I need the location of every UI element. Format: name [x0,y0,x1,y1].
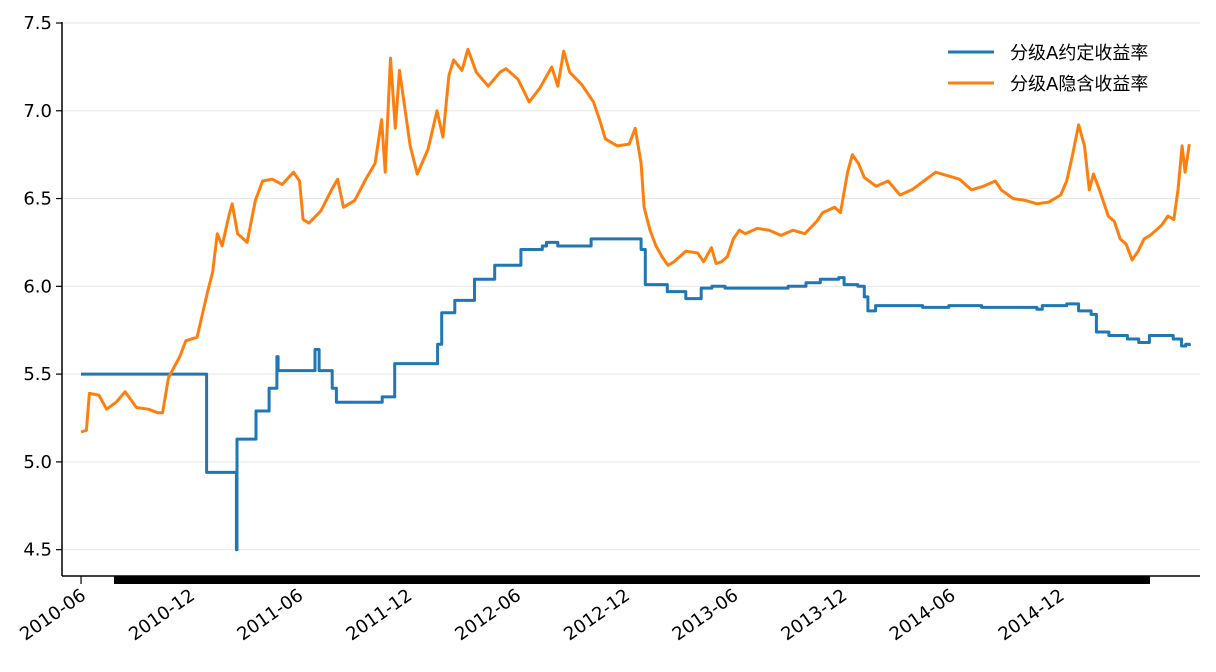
x-tick-label: 2013-06 [669,585,743,645]
x-ticks: 2010-06 2010-12 2011-06 2011-12 2012-06 2012-… [16,576,1068,645]
minor-tick-band [114,576,1150,584]
y-tick-label: 7.0 [23,101,52,122]
x-tick-label: 2011-12 [342,585,416,645]
y-tick-label: 5.0 [23,452,52,473]
gridlines [62,22,1200,551]
series-line-fixed-yield [81,237,1191,552]
legend: 分级A约定收益率 分级A隐含收益率 [948,43,1148,95]
x-tick-label: 2012-06 [451,585,525,645]
y-ticks: 4.5 5.0 5.5 6.0 6.5 7.0 7.5 [23,13,62,561]
y-tick-label: 6.5 [23,189,52,210]
y-tick-label: 4.5 [23,540,52,561]
x-tick-label: 2013-12 [777,585,851,645]
x-tick-label: 2014-12 [995,585,1069,645]
series-line-implied-yield [80,47,1191,434]
x-tick-label: 2011-06 [233,585,307,645]
legend-label-fixed: 分级A约定收益率 [1010,43,1148,64]
legend-label-implied: 分级A隐含收益率 [1010,74,1148,95]
axes [61,22,1200,577]
series-lines [80,47,1191,552]
x-tick-label: 2014-06 [886,585,960,645]
y-tick-label: 7.5 [23,13,52,34]
y-tick-label: 5.5 [23,364,52,385]
x-tick-label: 2010-12 [125,585,199,645]
y-tick-label: 6.0 [23,276,52,297]
x-tick-label: 2010-06 [16,585,90,645]
x-tick-label: 2012-12 [560,585,634,645]
